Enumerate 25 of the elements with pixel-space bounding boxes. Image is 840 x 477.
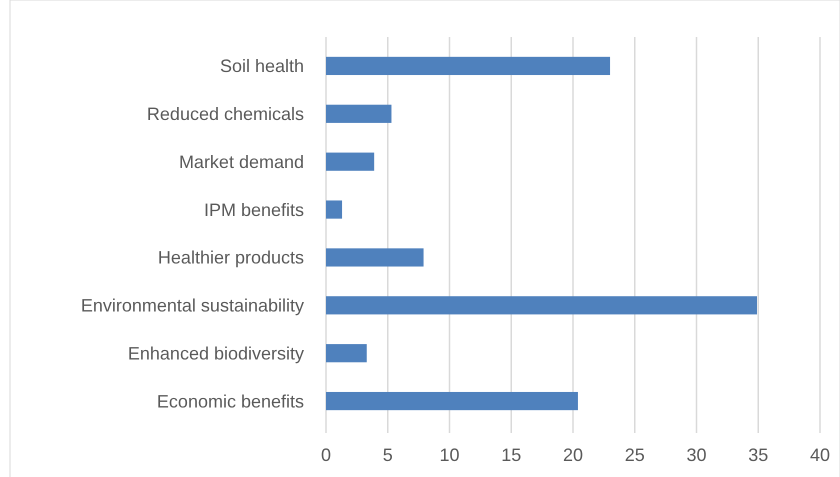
x-tick-label: 25 [624, 445, 645, 465]
bar [326, 296, 758, 314]
x-tick-label: 40 [810, 445, 830, 465]
y-tick-label: IPM benefits [204, 200, 304, 220]
bar [326, 104, 392, 123]
y-tick-label: Reduced chemicals [146, 104, 304, 124]
x-tick-label: 35 [748, 445, 768, 465]
x-tick-label: 15 [501, 445, 522, 465]
x-tick-label: 20 [562, 445, 584, 465]
y-tick-label: Environmental sustainability [80, 296, 304, 316]
bar [326, 392, 578, 410]
bar [326, 248, 424, 267]
bar [326, 56, 610, 76]
bar [326, 152, 374, 171]
x-tick-label: 5 [382, 445, 393, 465]
bar [326, 200, 342, 219]
x-tick-label: 30 [686, 445, 707, 465]
y-tick-label: Market demand [178, 152, 304, 172]
y-tick-label: Healthier products [158, 248, 304, 268]
y-tick-label: Economic benefits [156, 391, 304, 412]
bar [326, 344, 367, 362]
y-tick-label: Soil health [220, 56, 304, 76]
x-tick-label: 10 [439, 445, 460, 465]
y-tick-label: Enhanced biodiversity [128, 343, 304, 364]
x-tick-label: 0 [320, 445, 332, 465]
